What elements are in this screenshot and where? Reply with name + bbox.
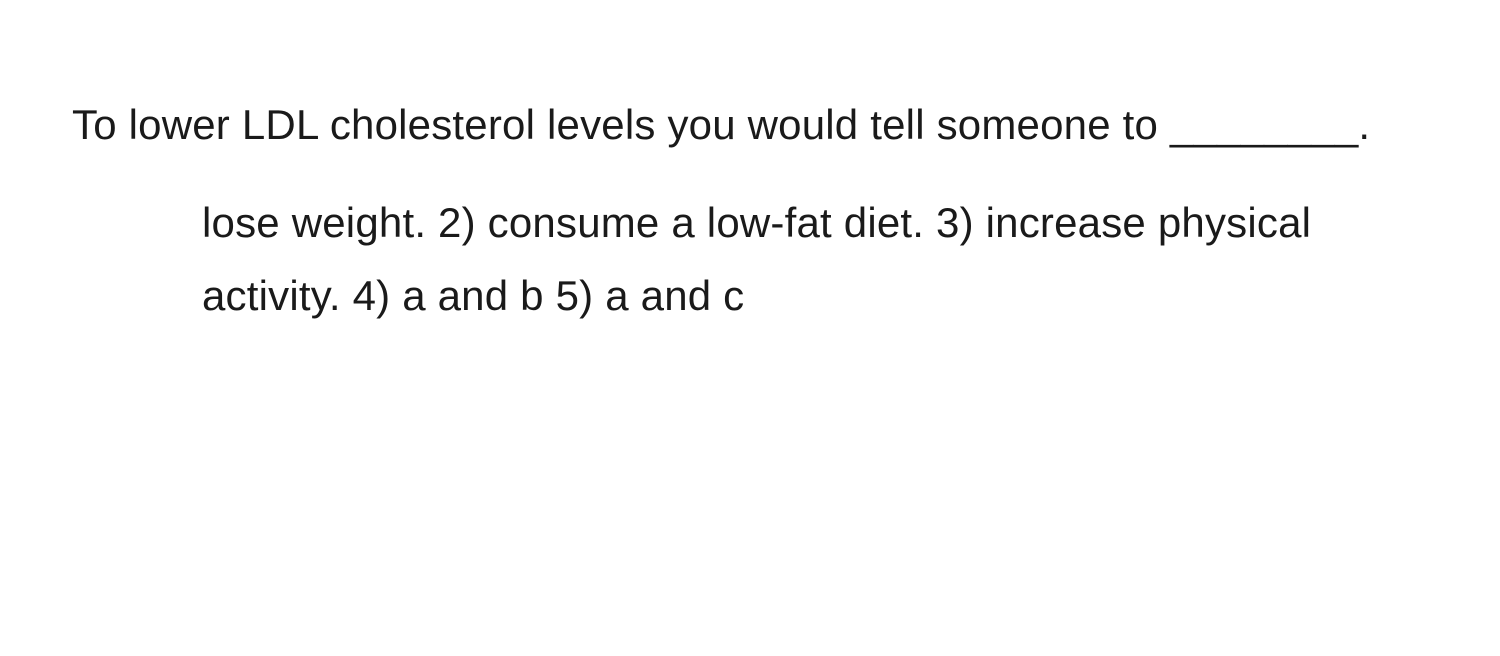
question-stem: To lower LDL cholesterol levels you woul… xyxy=(72,88,1428,162)
question-page: To lower LDL cholesterol levels you woul… xyxy=(0,0,1500,333)
answer-options: lose weight. 2) consume a low-fat diet. … xyxy=(72,186,1428,333)
